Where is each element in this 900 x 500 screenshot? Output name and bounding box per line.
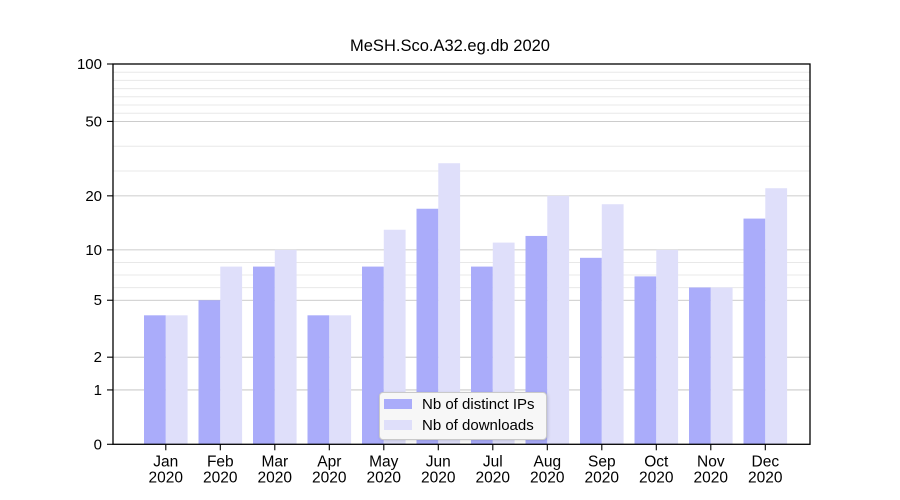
svg-text:2020: 2020: [530, 469, 565, 486]
svg-text:2020: 2020: [421, 469, 456, 486]
svg-text:Aug: Aug: [534, 453, 562, 470]
svg-text:Feb: Feb: [207, 453, 234, 470]
svg-text:2020: 2020: [476, 469, 511, 486]
svg-text:Sep: Sep: [588, 453, 616, 470]
svg-text:Jul: Jul: [483, 453, 503, 470]
svg-text:May: May: [369, 453, 399, 470]
svg-text:2: 2: [94, 349, 102, 366]
svg-text:100: 100: [77, 56, 102, 73]
svg-text:10: 10: [85, 242, 102, 259]
svg-text:Oct: Oct: [644, 453, 669, 470]
svg-text:2020: 2020: [367, 469, 402, 486]
svg-text:2020: 2020: [203, 469, 238, 486]
svg-text:Nov: Nov: [697, 453, 725, 470]
svg-text:2020: 2020: [694, 469, 729, 486]
svg-text:2020: 2020: [312, 469, 347, 486]
svg-text:2020: 2020: [149, 469, 184, 486]
svg-text:Jun: Jun: [426, 453, 451, 470]
svg-text:Dec: Dec: [752, 453, 780, 470]
svg-text:Apr: Apr: [317, 453, 341, 470]
svg-text:50: 50: [85, 113, 102, 130]
svg-text:1: 1: [94, 382, 102, 399]
svg-text:MeSH.Sco.A32.eg.db 2020: MeSH.Sco.A32.eg.db 2020: [350, 37, 550, 55]
svg-text:2020: 2020: [639, 469, 674, 486]
svg-text:2020: 2020: [258, 469, 293, 486]
svg-text:5: 5: [94, 292, 102, 309]
svg-text:2020: 2020: [585, 469, 620, 486]
svg-text:Mar: Mar: [261, 453, 288, 470]
svg-text:2020: 2020: [748, 469, 783, 486]
svg-text:Jan: Jan: [153, 453, 178, 470]
svg-text:0: 0: [94, 436, 102, 453]
svg-text:20: 20: [85, 188, 102, 205]
